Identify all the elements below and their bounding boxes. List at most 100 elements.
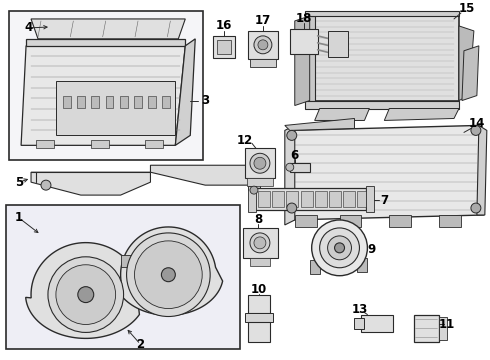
Polygon shape [305,100,459,108]
Bar [243,228,278,258]
Polygon shape [285,118,354,130]
Bar [91,95,99,108]
Text: 4: 4 [25,21,33,35]
Polygon shape [459,26,474,100]
Circle shape [250,186,258,194]
Bar [300,191,313,207]
Bar [77,95,85,108]
Polygon shape [310,16,459,100]
Bar [248,186,256,212]
Bar [286,191,298,207]
Polygon shape [305,11,459,16]
Bar [315,191,327,207]
Bar [121,255,139,267]
Bar [290,29,318,54]
Circle shape [286,163,294,171]
Ellipse shape [18,219,28,225]
Bar [328,31,347,57]
Bar [248,323,270,342]
Text: 16: 16 [216,19,232,32]
Text: 9: 9 [368,243,375,256]
Polygon shape [285,125,295,225]
Bar [36,140,54,148]
Text: 2: 2 [136,338,145,351]
Circle shape [254,36,272,54]
Bar [6,205,240,349]
Circle shape [258,40,268,50]
Bar [213,36,235,58]
Text: 1: 1 [15,211,23,225]
Circle shape [78,287,94,302]
Text: 8: 8 [254,213,262,226]
Circle shape [41,180,51,190]
Polygon shape [462,46,479,100]
Text: 18: 18 [295,13,312,26]
Bar [295,215,317,227]
Bar [258,191,270,207]
Bar [439,215,461,227]
Bar [9,11,203,160]
Bar [367,186,374,212]
Text: 17: 17 [255,14,271,27]
Circle shape [48,257,123,332]
Ellipse shape [18,332,28,337]
Polygon shape [175,39,195,145]
Text: 3: 3 [201,94,209,107]
Circle shape [250,153,270,173]
Bar [217,40,231,54]
Bar [272,191,284,207]
Text: 13: 13 [351,303,368,316]
Text: 10: 10 [251,283,267,296]
Circle shape [250,233,270,253]
Bar [250,59,276,67]
Circle shape [328,236,351,260]
Polygon shape [295,16,310,105]
Circle shape [471,125,481,135]
Bar [358,258,368,272]
Polygon shape [26,39,185,46]
Bar [162,95,171,108]
Text: 15: 15 [459,3,475,15]
Bar [245,148,275,178]
Text: 12: 12 [237,134,253,147]
Polygon shape [315,108,369,121]
Polygon shape [31,19,185,39]
Bar [56,81,175,135]
Text: 14: 14 [469,117,485,130]
Polygon shape [305,16,315,100]
Ellipse shape [51,219,61,225]
Text: 7: 7 [380,194,389,207]
Polygon shape [477,125,487,215]
Bar [358,191,369,207]
Circle shape [312,220,368,276]
Bar [329,191,341,207]
Bar [252,188,367,210]
Bar [134,95,142,108]
Ellipse shape [51,336,61,342]
Circle shape [471,203,481,213]
Bar [248,294,270,312]
Bar [250,258,270,266]
Bar [245,312,273,323]
Bar [148,95,156,108]
Bar [439,316,447,341]
Bar [63,95,71,108]
Bar [290,163,310,172]
Bar [91,140,109,148]
Polygon shape [31,172,150,195]
Polygon shape [150,165,255,185]
Text: 11: 11 [439,318,455,331]
Bar [247,178,273,186]
Bar [389,215,411,227]
Circle shape [254,157,266,169]
Circle shape [126,233,210,316]
Circle shape [56,265,116,324]
Bar [354,318,365,329]
Bar [310,260,319,274]
Circle shape [254,237,266,249]
Bar [146,140,163,148]
Text: 5: 5 [15,176,23,189]
Bar [414,315,439,342]
Circle shape [319,228,360,268]
Bar [105,95,114,108]
